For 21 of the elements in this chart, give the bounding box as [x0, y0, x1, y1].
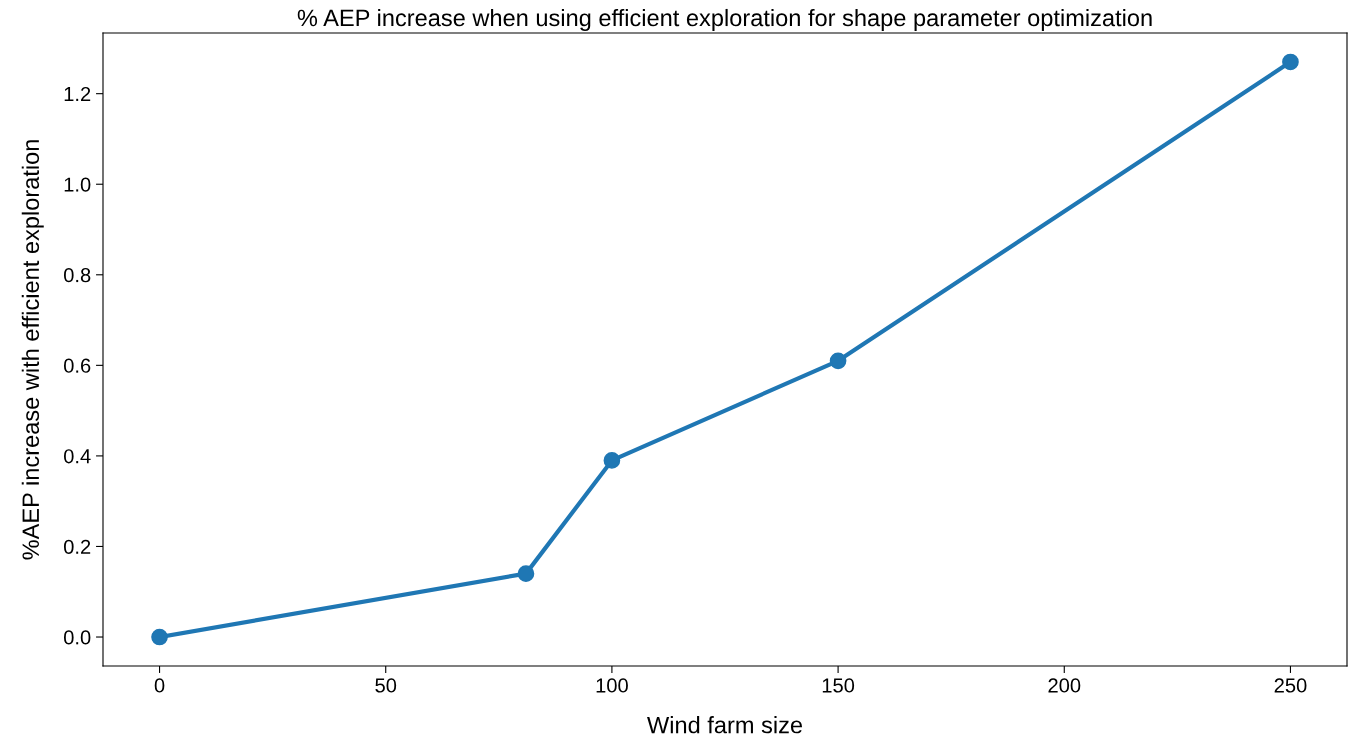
- point: [829, 352, 847, 370]
- x-tick-label: 0: [154, 678, 165, 693]
- x-tick-label: 200: [1048, 678, 1081, 693]
- y-tick-label: 0.0: [63, 630, 91, 645]
- point: [603, 452, 621, 469]
- chart-title: % AEP increase when using efficient exploration for shape parameter optimization: [297, 8, 1152, 31]
- y-tick-label: 0.4: [63, 449, 91, 464]
- y-tick-label: 0.2: [63, 539, 91, 554]
- point: [151, 628, 168, 646]
- x-tick-label: 100: [596, 678, 628, 693]
- x-tick-label: 150: [822, 678, 855, 693]
- y-axis-title: %AEP increase with efficient exploration: [21, 140, 44, 560]
- point: [1282, 53, 1299, 71]
- y-tick-label: 1.0: [64, 177, 91, 192]
- point: [517, 565, 535, 582]
- y-tick-label: 0.6: [63, 358, 91, 373]
- x-axis-title: Wind farm size: [647, 716, 803, 734]
- y-tick-label: 0.8: [63, 268, 91, 283]
- x-tick-label: 250: [1274, 678, 1307, 693]
- y-tick-label: 1.2: [64, 86, 91, 101]
- x-tick-label: 50: [375, 678, 397, 693]
